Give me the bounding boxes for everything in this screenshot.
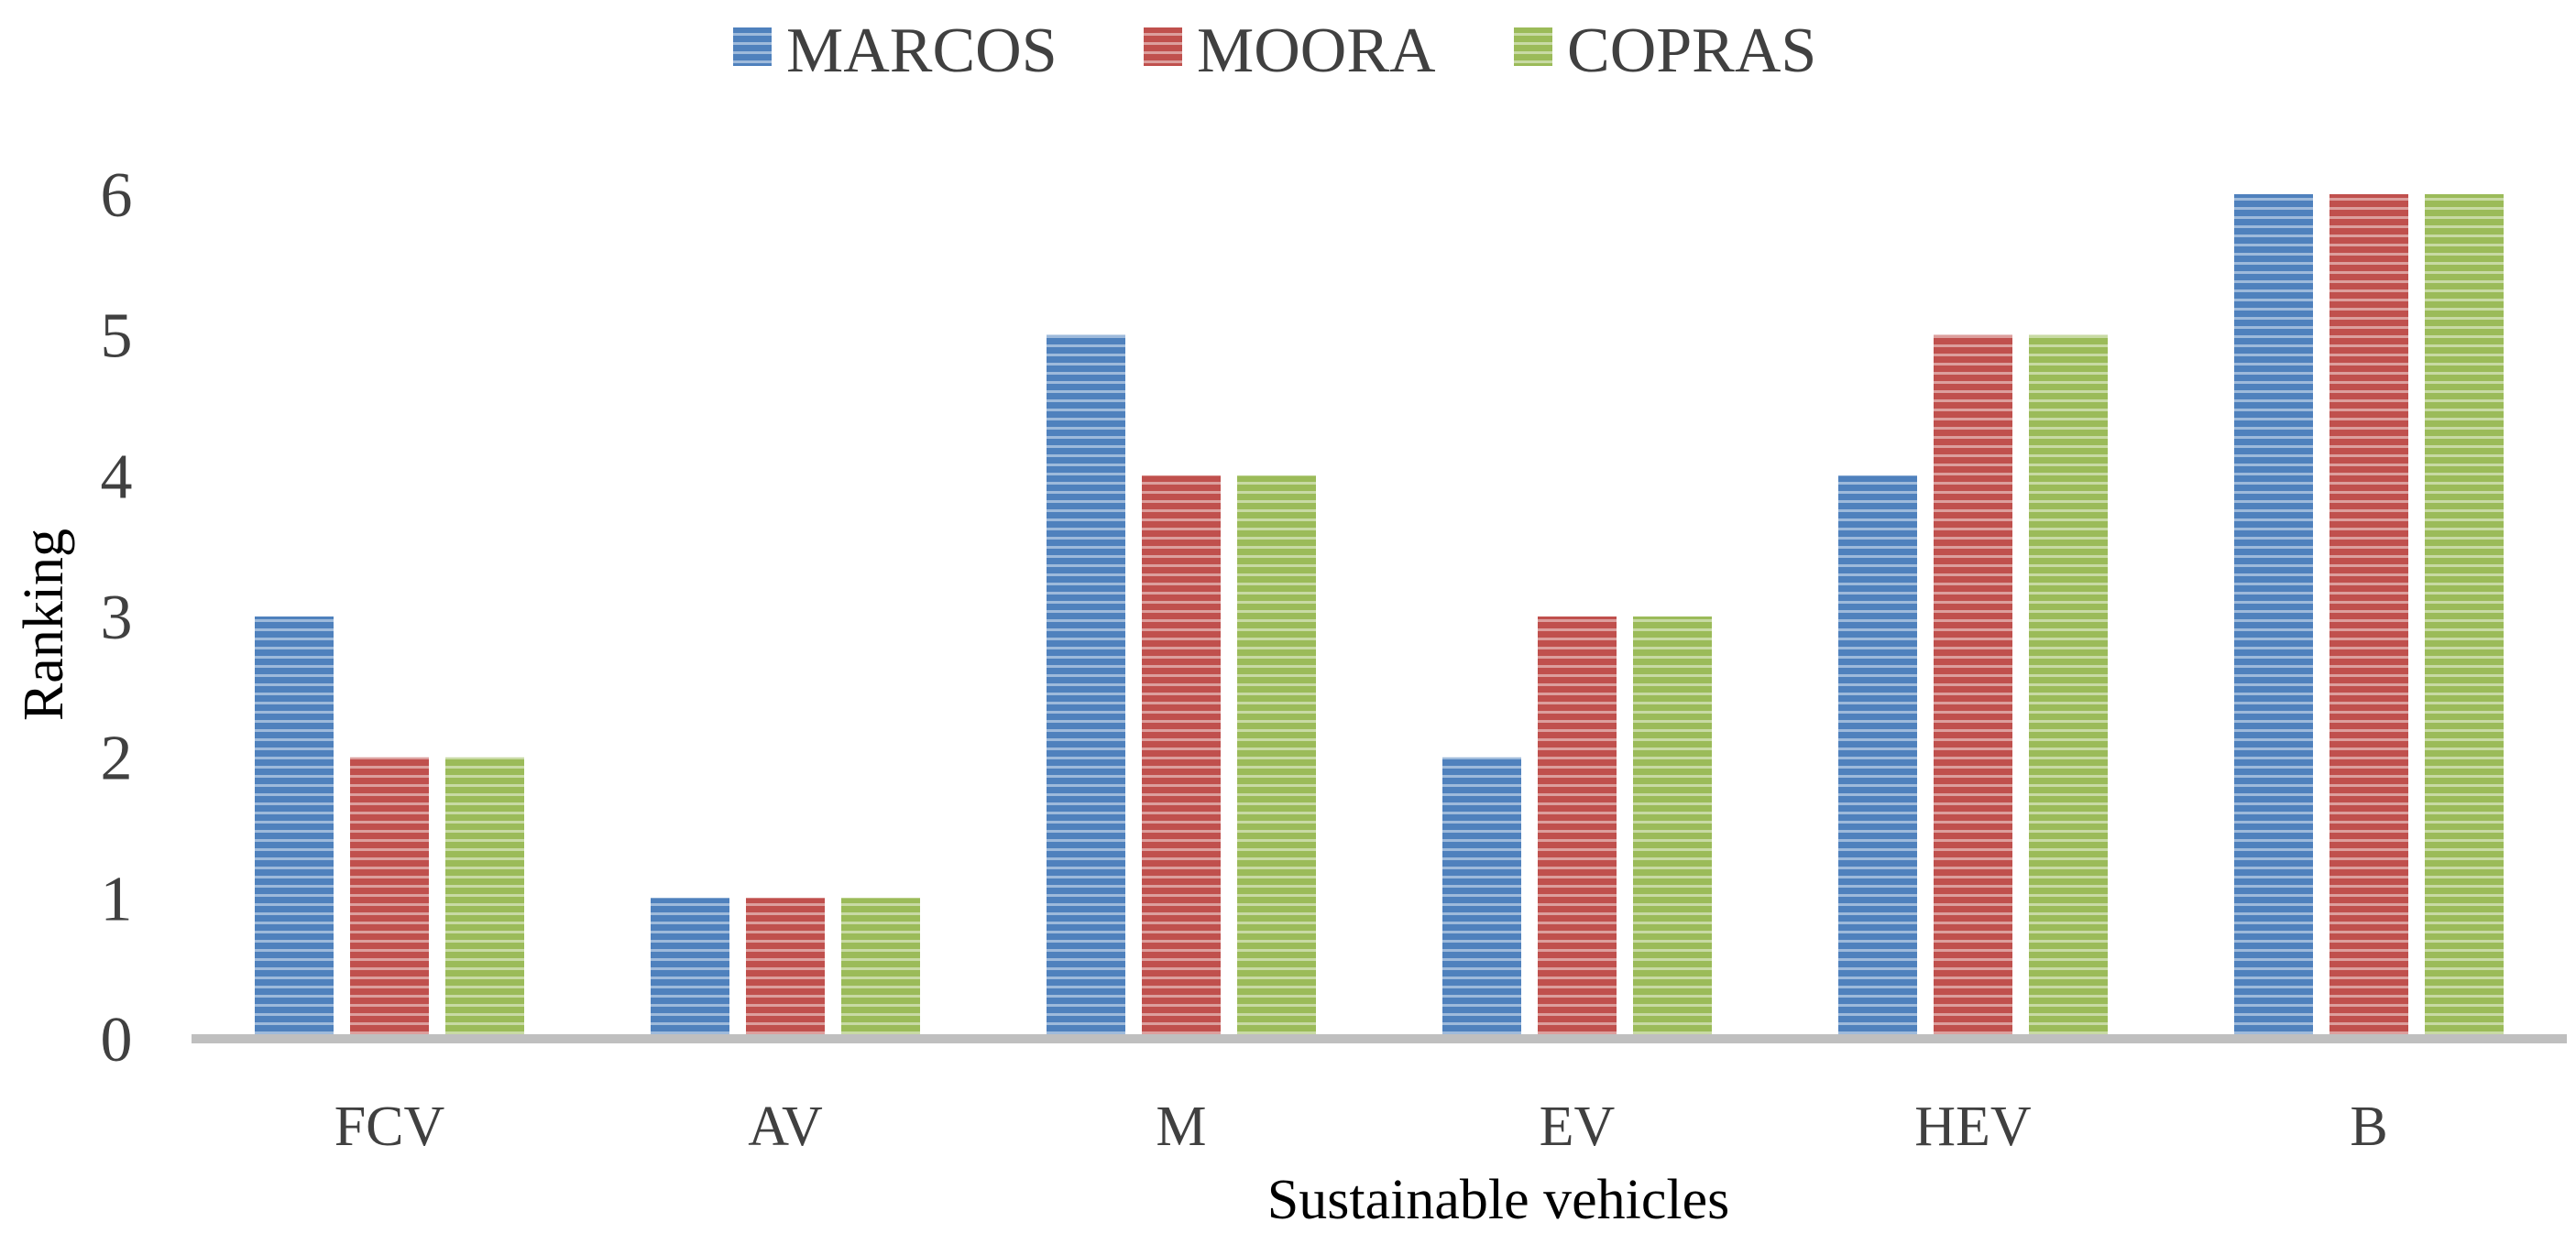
bar-marcos-ev[interactable] (1442, 757, 1521, 1039)
bar-moora-hev[interactable] (1934, 334, 2012, 1039)
y-tick-label: 3 (101, 583, 133, 653)
legend: MARCOS MOORA COPRAS (733, 16, 1816, 86)
y-tick-label: 4 (101, 442, 133, 512)
bar-marcos-m[interactable] (1047, 334, 1125, 1039)
legend-swatch-copras (1514, 27, 1552, 66)
bar-copras-av[interactable] (841, 898, 920, 1039)
bar-marcos-hev[interactable] (1838, 475, 1917, 1039)
x-axis-ticks: FCV AV M EV HEV B (334, 1096, 2388, 1158)
legend-item-copras[interactable]: COPRAS (1514, 16, 1816, 86)
bar-moora-fcv[interactable] (350, 757, 429, 1039)
x-tick-label: AV (748, 1096, 823, 1158)
x-tick-label: M (1156, 1096, 1206, 1158)
x-tick-label: EV (1540, 1096, 1616, 1158)
y-tick-label: 2 (101, 724, 133, 794)
y-tick-label: 0 (101, 1005, 133, 1075)
bar-copras-m[interactable] (1237, 475, 1316, 1039)
bar-moora-b[interactable] (2329, 194, 2408, 1039)
bar-moora-av[interactable] (746, 898, 825, 1039)
bar-marcos-av[interactable] (651, 898, 729, 1039)
bar-copras-ev[interactable] (1633, 616, 1712, 1039)
legend-item-marcos[interactable]: MARCOS (733, 16, 1058, 86)
legend-swatch-marcos (733, 27, 772, 66)
x-tick-label: FCV (334, 1096, 445, 1158)
x-tick-label: B (2350, 1096, 2387, 1158)
bar-marcos-b[interactable] (2234, 194, 2313, 1039)
legend-label-moora: MOORA (1197, 16, 1436, 86)
x-axis-title: Sustainable vehicles (1267, 1169, 1729, 1231)
bar-moora-ev[interactable] (1538, 616, 1617, 1039)
y-tick-label: 5 (101, 301, 133, 372)
bar-moora-m[interactable] (1142, 475, 1221, 1039)
y-axis-ticks: 0 1 2 3 4 5 6 (101, 160, 133, 1075)
legend-swatch-moora (1144, 27, 1182, 66)
bar-copras-b[interactable] (2425, 194, 2504, 1039)
bar-marcos-fcv[interactable] (255, 616, 334, 1039)
legend-label-marcos: MARCOS (786, 16, 1058, 86)
bar-copras-hev[interactable] (2029, 334, 2108, 1039)
bars (255, 194, 2504, 1039)
x-tick-label: HEV (1914, 1096, 2032, 1158)
y-tick-label: 1 (101, 864, 133, 934)
y-axis-title: Ranking (13, 529, 75, 721)
y-tick-label: 6 (101, 160, 133, 231)
x-axis-line (192, 1034, 2567, 1043)
legend-label-copras: COPRAS (1567, 16, 1816, 86)
bar-copras-fcv[interactable] (445, 757, 524, 1039)
legend-item-moora[interactable]: MOORA (1144, 16, 1436, 86)
